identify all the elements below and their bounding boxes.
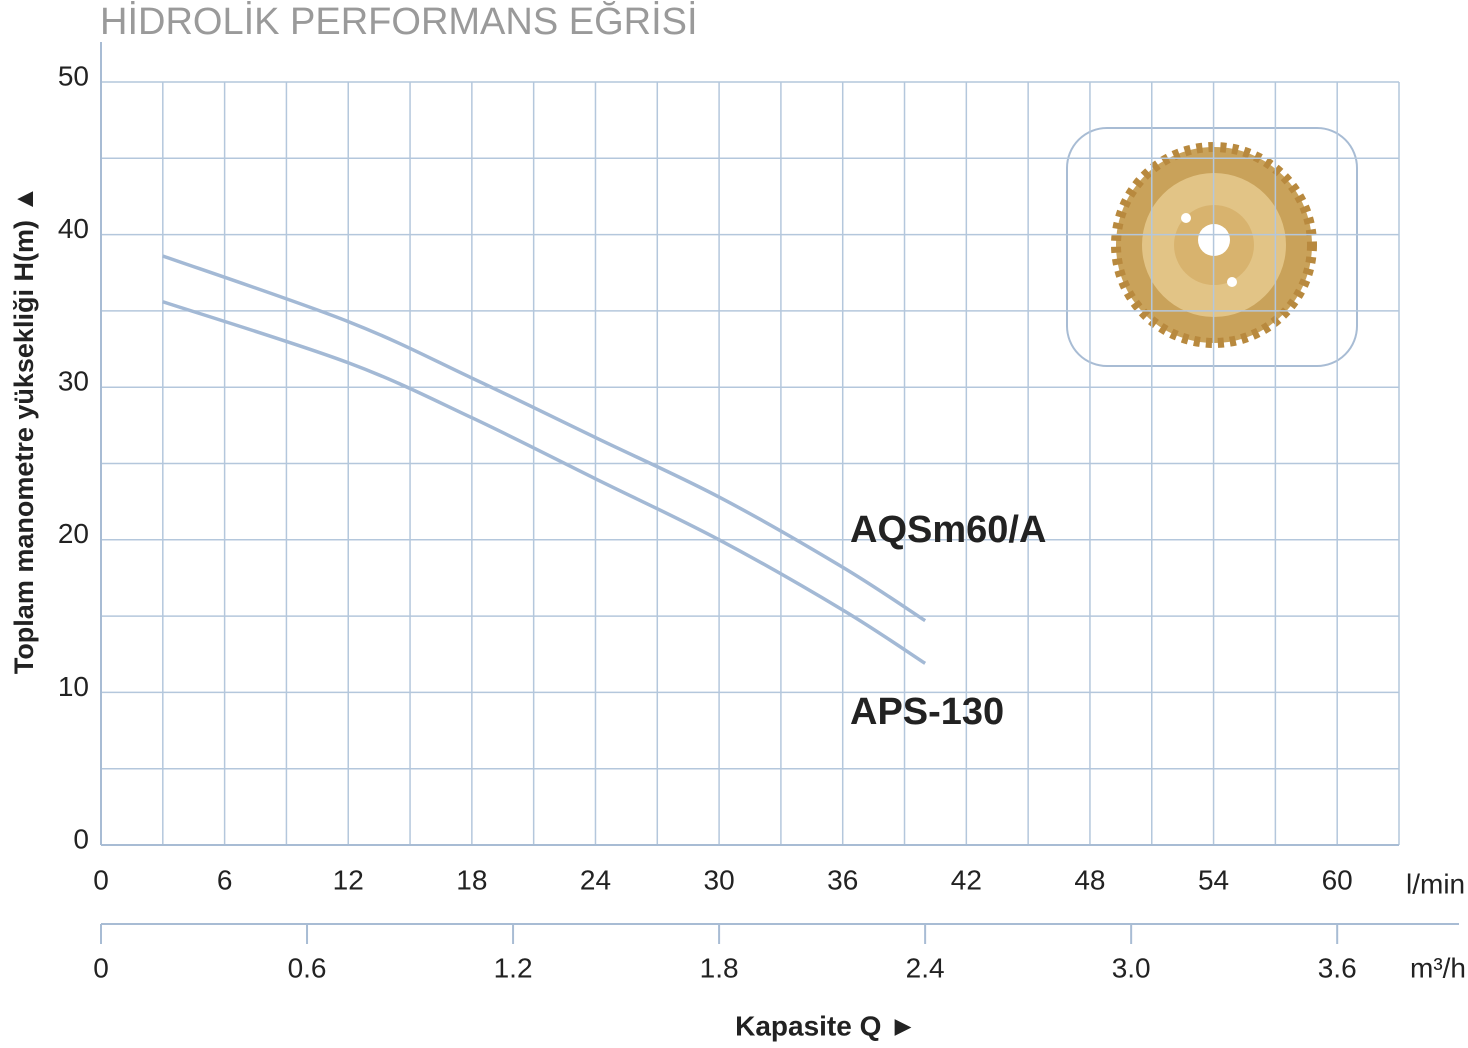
x-tick-label: 36 (827, 864, 858, 895)
x-tick-label: 12 (333, 864, 364, 895)
y-tick-label: 50 (58, 60, 89, 91)
x2-unit: m³/h (1410, 952, 1466, 983)
x-axis-label: Kapasite Q ► (735, 1010, 917, 1041)
x2-tick-label: 3.6 (1318, 952, 1357, 983)
x2-tick-label: 0 (93, 952, 109, 983)
y-tick-label: 30 (58, 366, 89, 397)
x-tick-label: 24 (580, 864, 611, 895)
y-tick-label: 20 (58, 518, 89, 549)
x2-tick-label: 3.0 (1112, 952, 1151, 983)
x2-tick-label: 2.4 (906, 952, 945, 983)
y-axis-label: Toplam manometre yüksekliği H(m) ▲ (9, 186, 39, 674)
series-line (162, 254, 927, 623)
impeller-picture (1066, 127, 1358, 367)
x-tick-label: 48 (1074, 864, 1105, 895)
y-tick-label: 10 (58, 671, 89, 702)
x-tick-label: 42 (951, 864, 982, 895)
x2-tick-label: 0.6 (288, 952, 327, 983)
x-tick-label: 6 (217, 864, 233, 895)
chart-title: HİDROLİK PERFORMANS EĞRİSİ (100, 0, 698, 43)
x-tick-label: 0 (93, 864, 109, 895)
series-label: APS-130 (850, 691, 1004, 733)
x-tick-label: 54 (1198, 864, 1229, 895)
x-tick-label: 60 (1322, 864, 1353, 895)
series-label: AQSm60/A (850, 509, 1046, 551)
x2-tick-label: 1.2 (494, 952, 533, 983)
x2-tick-label: 1.8 (700, 952, 739, 983)
y-tick-label: 0 (73, 823, 89, 854)
x-tick-label: 30 (704, 864, 735, 895)
y-tick-label: 40 (58, 213, 89, 244)
x-unit: l/min (1406, 868, 1465, 899)
x-tick-label: 18 (456, 864, 487, 895)
series-line (162, 300, 927, 665)
